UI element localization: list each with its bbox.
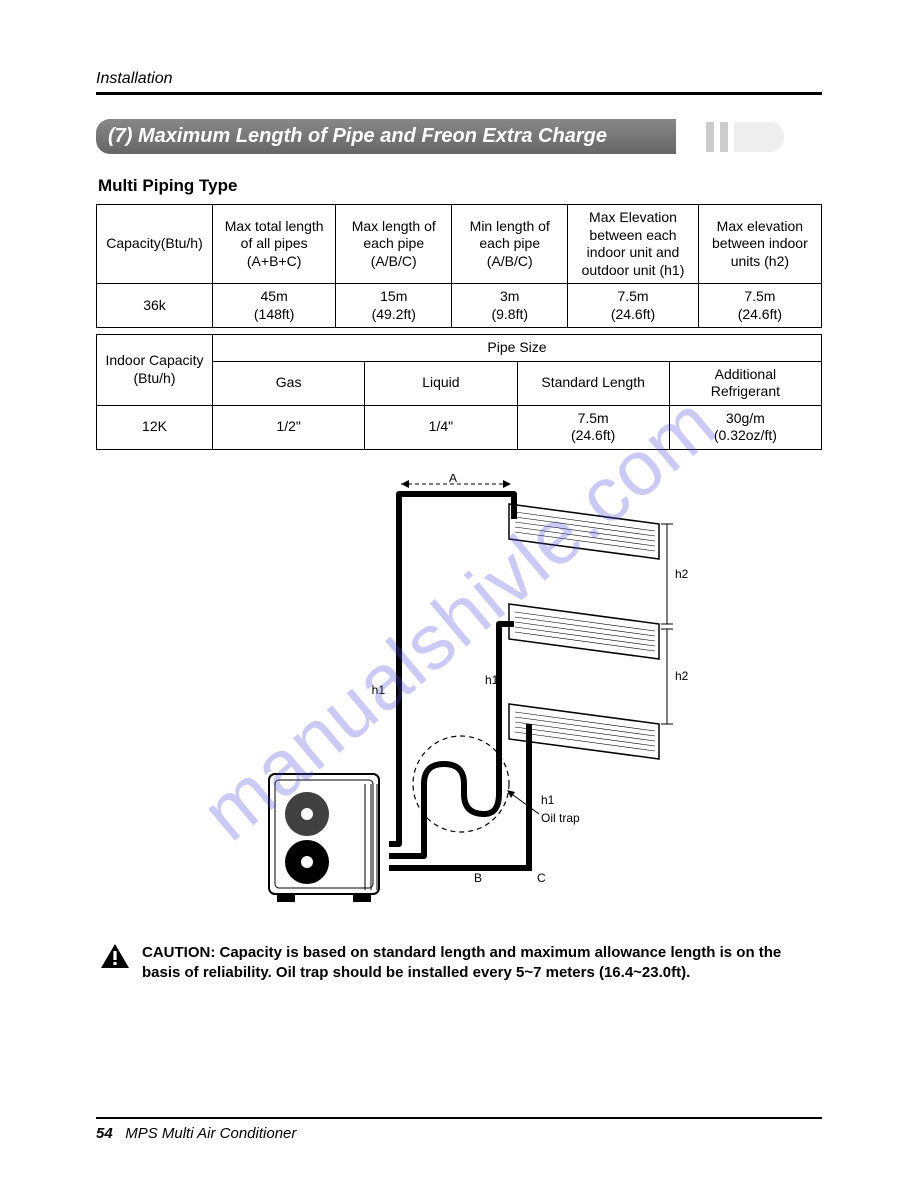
label-h1-right: h1	[541, 793, 555, 807]
cell: 30g/m(0.32oz/ft)	[669, 405, 821, 449]
title-decor	[706, 122, 784, 152]
label-a: A	[449, 474, 457, 485]
col-header: Standard Length	[517, 361, 669, 405]
cell: 7.5m(24.6ft)	[698, 284, 821, 328]
pipe-b	[389, 624, 514, 856]
pipe-length-table: Capacity(Btu/h) Max total lengthof all p…	[96, 204, 822, 328]
page-footer: 54 MPS Multi Air Conditioner	[96, 1117, 822, 1142]
warning-icon	[100, 943, 130, 969]
caution-text: CAUTION: Capacity is based on standard l…	[142, 943, 818, 984]
label-oiltrap: Oil trap	[541, 811, 580, 825]
cell: 7.5m(24.6ft)	[568, 284, 699, 328]
oil-trap-leader	[509, 792, 539, 814]
table-row: 36k 45m(148ft) 15m(49.2ft) 3m(9.8ft) 7.5…	[97, 284, 822, 328]
table-row: 12K 1/2" 1/4" 7.5m(24.6ft) 30g/m(0.32oz/…	[97, 405, 822, 449]
diagram-svg: A B C h1 h1 h1 h2 h2 Oil trap	[229, 474, 689, 914]
label-h2-2: h2	[675, 669, 689, 683]
cell: 7.5m(24.6ft)	[517, 405, 669, 449]
col-header: Liquid	[365, 361, 517, 405]
cell: 45m(148ft)	[213, 284, 336, 328]
piping-diagram: A B C h1 h1 h1 h2 h2 Oil trap	[96, 474, 822, 919]
outdoor-unit-icon	[269, 774, 379, 902]
table-row: Capacity(Btu/h) Max total lengthof all p…	[97, 205, 822, 284]
col-header: Max elevationbetween indoorunits (h2)	[698, 205, 821, 284]
pipe-a	[389, 494, 514, 844]
label-b: B	[474, 871, 482, 885]
cell: 12K	[97, 405, 213, 449]
col-header: Max length ofeach pipe(A/B/C)	[336, 205, 452, 284]
col-header: Capacity(Btu/h)	[97, 205, 213, 284]
dim-h2-top	[661, 524, 673, 624]
cell: 15m(49.2ft)	[336, 284, 452, 328]
cell: 1/4"	[365, 405, 517, 449]
pipe-size-table: Indoor Capacity(Btu/h) Pipe Size Gas Liq…	[96, 334, 822, 450]
col-header-span: Pipe Size	[213, 335, 822, 362]
label-h2-1: h2	[675, 567, 689, 581]
label-h1-left: h1	[372, 683, 386, 697]
title-bar: (7) Maximum Length of Pipe and Freon Ext…	[96, 119, 822, 154]
indoor-unit-icon	[509, 504, 659, 759]
col-header: Gas	[213, 361, 365, 405]
page-title: (7) Maximum Length of Pipe and Freon Ext…	[96, 119, 676, 154]
section-header: Installation	[96, 70, 822, 88]
col-header: AdditionalRefrigerant	[669, 361, 821, 405]
caution-block: CAUTION: Capacity is based on standard l…	[96, 943, 822, 984]
page-number: 54	[96, 1125, 113, 1142]
label-h1-mid: h1	[485, 673, 499, 687]
doc-title: MPS Multi Air Conditioner	[125, 1125, 296, 1142]
subheading: Multi Piping Type	[98, 176, 822, 196]
table-row: Indoor Capacity(Btu/h) Pipe Size	[97, 335, 822, 362]
dim-h2-bottom	[661, 629, 673, 724]
footer-rule	[96, 1117, 822, 1119]
cell: 36k	[97, 284, 213, 328]
cell: 3m(9.8ft)	[452, 284, 568, 328]
col-header: Indoor Capacity(Btu/h)	[97, 335, 213, 406]
cell: 1/2"	[213, 405, 365, 449]
col-header: Max total lengthof all pipes(A+B+C)	[213, 205, 336, 284]
label-c: C	[537, 871, 546, 885]
header-rule	[96, 92, 822, 95]
col-header: Min length ofeach pipe(A/B/C)	[452, 205, 568, 284]
col-header: Max Elevationbetween eachindoor unit and…	[568, 205, 699, 284]
